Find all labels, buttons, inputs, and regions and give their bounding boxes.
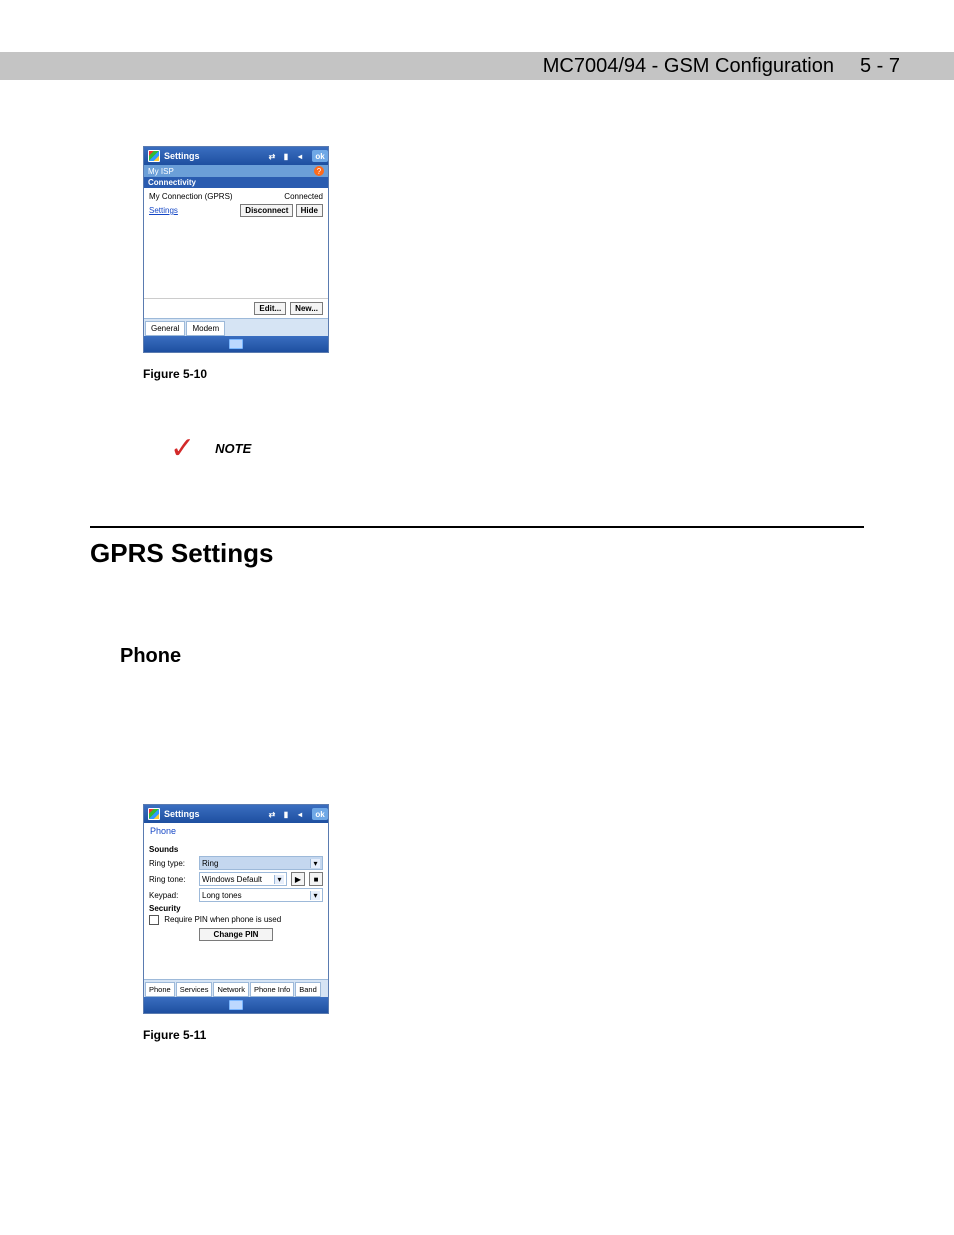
- keyboard-icon[interactable]: [229, 339, 243, 349]
- status-icons: ⇄ ▮ ◂: [266, 808, 308, 820]
- note-check-icon: ✓: [170, 431, 195, 466]
- tab-phone-info[interactable]: Phone Info: [250, 982, 294, 997]
- chevron-down-icon: ▾: [310, 891, 320, 900]
- connection-name: My Connection (GPRS): [149, 192, 233, 201]
- disconnect-button[interactable]: Disconnect: [240, 204, 293, 217]
- section-heading: GPRS Settings: [90, 538, 864, 569]
- status-icons: ⇄ ▮ ◂: [266, 150, 308, 162]
- keypad-row: Keypad: Long tones ▾: [149, 888, 323, 902]
- connection-status: Connected: [284, 192, 323, 201]
- phone-settings-window: Settings ⇄ ▮ ◂ ok Phone Sounds Ring type…: [143, 804, 329, 1014]
- volume-icon[interactable]: ◂: [294, 808, 306, 820]
- require-pin-label: Require PIN when phone is used: [164, 915, 281, 924]
- settings-link[interactable]: Settings: [149, 206, 178, 215]
- tab-general[interactable]: General: [145, 321, 185, 336]
- bottom-tabs: General Modem: [144, 318, 328, 336]
- help-icon[interactable]: ?: [314, 166, 324, 176]
- page-header: MC7004/94 - GSM Configuration 5 - 7: [0, 52, 954, 80]
- connectivity-window: Settings ⇄ ▮ ◂ ok My ISP ? Connectivity …: [143, 146, 329, 353]
- notification-bar: My ISP ?: [144, 165, 328, 177]
- keypad-select[interactable]: Long tones ▾: [199, 888, 323, 902]
- ok-button[interactable]: ok: [312, 150, 328, 162]
- tab-phone[interactable]: Phone: [145, 982, 175, 997]
- ringtone-row: Ring tone: Windows Default ▾ ▶ ■: [149, 872, 323, 886]
- keypad-value: Long tones: [202, 891, 242, 900]
- ringtone-label: Ring tone:: [149, 875, 195, 884]
- titlebar: Settings ⇄ ▮ ◂ ok: [144, 147, 328, 165]
- tab-services[interactable]: Services: [176, 982, 213, 997]
- bubble-title: Connectivity: [144, 177, 328, 188]
- signal-icon[interactable]: ▮: [280, 150, 292, 162]
- chevron-down-icon: ▾: [310, 859, 320, 868]
- bottom-buttons: Edit... New...: [144, 298, 328, 318]
- connection-icon[interactable]: ⇄: [266, 808, 278, 820]
- start-flag-icon[interactable]: [148, 808, 160, 820]
- volume-icon[interactable]: ◂: [294, 150, 306, 162]
- section-rule: [90, 526, 864, 528]
- play-button[interactable]: ▶: [291, 872, 305, 886]
- titlebar-app-name: Settings: [164, 151, 262, 161]
- ok-button[interactable]: ok: [312, 808, 328, 820]
- new-button[interactable]: New...: [290, 302, 323, 315]
- note-block: ✓ NOTE: [170, 431, 864, 466]
- tab-modem[interactable]: Modem: [186, 321, 225, 336]
- tab-band[interactable]: Band: [295, 982, 321, 997]
- keypad-label: Keypad:: [149, 891, 195, 900]
- note-label: NOTE: [215, 441, 251, 456]
- connection-icon[interactable]: ⇄: [266, 150, 278, 162]
- window-body: My Connection (GPRS) Connected Settings …: [144, 188, 328, 298]
- stop-button[interactable]: ■: [309, 872, 323, 886]
- subbar-left: My ISP: [148, 167, 174, 176]
- ringtype-label: Ring type:: [149, 859, 195, 868]
- subsection-heading: Phone: [120, 645, 864, 668]
- ringtype-value: Ring: [202, 859, 218, 868]
- connection-row: My Connection (GPRS) Connected: [149, 192, 323, 201]
- require-pin-checkbox[interactable]: [149, 915, 159, 925]
- page-header-title: MC7004/94 - GSM Configuration: [543, 55, 834, 78]
- ringtype-row: Ring type: Ring ▾: [149, 856, 323, 870]
- keyboard-icon[interactable]: [229, 1000, 243, 1010]
- require-pin-row: Require PIN when phone is used: [149, 915, 323, 925]
- titlebar-app-name: Settings: [164, 809, 262, 819]
- ringtone-value: Windows Default: [202, 875, 262, 884]
- change-pin-button[interactable]: Change PIN: [199, 928, 274, 941]
- figure-5-11-caption: Figure 5-11: [143, 1028, 864, 1042]
- chevron-down-icon: ▾: [274, 875, 284, 884]
- start-flag-icon[interactable]: [148, 150, 160, 162]
- ringtype-select[interactable]: Ring ▾: [199, 856, 323, 870]
- titlebar: Settings ⇄ ▮ ◂ ok: [144, 805, 328, 823]
- edit-button[interactable]: Edit...: [254, 302, 286, 315]
- sounds-heading: Sounds: [149, 845, 323, 854]
- sip-bar: [144, 336, 328, 352]
- signal-icon[interactable]: ▮: [280, 808, 292, 820]
- tab-network[interactable]: Network: [213, 982, 249, 997]
- screen-title: Phone: [144, 823, 328, 839]
- ringtone-select[interactable]: Windows Default ▾: [199, 872, 287, 886]
- security-heading: Security: [149, 904, 323, 913]
- hide-button[interactable]: Hide: [296, 204, 323, 217]
- figure-5-10-caption: Figure 5-10: [143, 367, 864, 381]
- page-header-number: 5 - 7: [860, 55, 900, 78]
- window-body: Sounds Ring type: Ring ▾ Ring tone: Wind…: [144, 839, 328, 979]
- bottom-tabs: Phone Services Network Phone Info Band: [144, 979, 328, 997]
- bubble-title-text: Connectivity: [148, 178, 196, 187]
- sip-bar: [144, 997, 328, 1013]
- action-row: Settings Disconnect Hide: [149, 204, 323, 217]
